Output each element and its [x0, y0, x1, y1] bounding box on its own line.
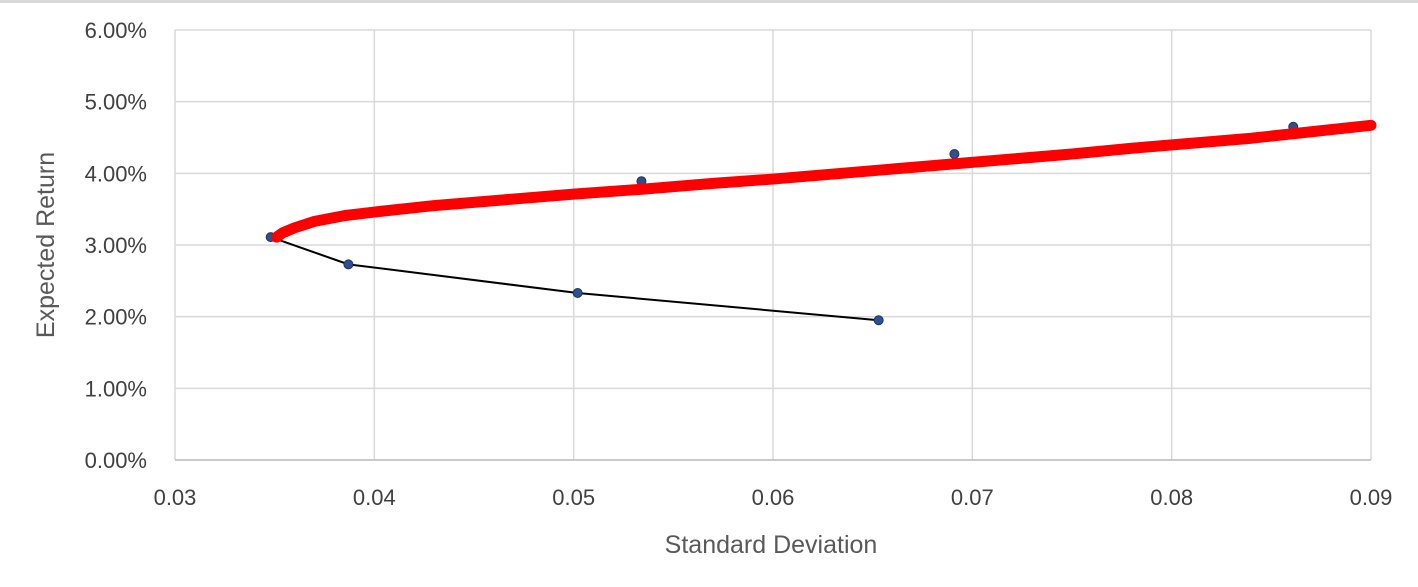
inefficient-point — [873, 315, 884, 326]
x-axis-title: Standard Deviation — [665, 531, 878, 559]
y-tick-label: 6.00% — [85, 18, 147, 43]
x-tick-label: 0.06 — [752, 485, 795, 510]
y-axis-title: Expected Return — [32, 152, 60, 338]
inefficient-frontier-line — [270, 236, 879, 322]
x-tick-label: 0.08 — [1150, 485, 1193, 510]
y-tick-label: 4.00% — [85, 161, 147, 186]
x-tick-label: 0.05 — [552, 485, 595, 510]
inefficient-point — [572, 288, 583, 299]
x-tick-label: 0.03 — [154, 485, 197, 510]
top-border — [0, 0, 1418, 3]
chart-grid — [174, 29, 1372, 461]
inefficient-point — [343, 259, 354, 270]
y-tick-label: 3.00% — [85, 233, 147, 258]
efficient-frontier-line — [271, 119, 1377, 243]
x-axis: 0.03 0.04 0.05 0.06 0.07 0.08 0.09 — [154, 485, 1393, 510]
x-tick-label: 0.09 — [1350, 485, 1393, 510]
y-tick-label: 2.00% — [85, 305, 147, 330]
x-tick-label: 0.04 — [353, 485, 396, 510]
y-tick-label: 5.00% — [85, 90, 147, 115]
frontier-point — [949, 148, 960, 159]
y-tick-label: 1.00% — [85, 376, 147, 401]
y-tick-label: 0.00% — [85, 448, 147, 473]
chart-series — [265, 119, 1377, 326]
x-tick-label: 0.07 — [951, 485, 994, 510]
y-axis: 0.00% 1.00% 2.00% 3.00% 4.00% 5.00% 6.00% — [85, 18, 147, 473]
